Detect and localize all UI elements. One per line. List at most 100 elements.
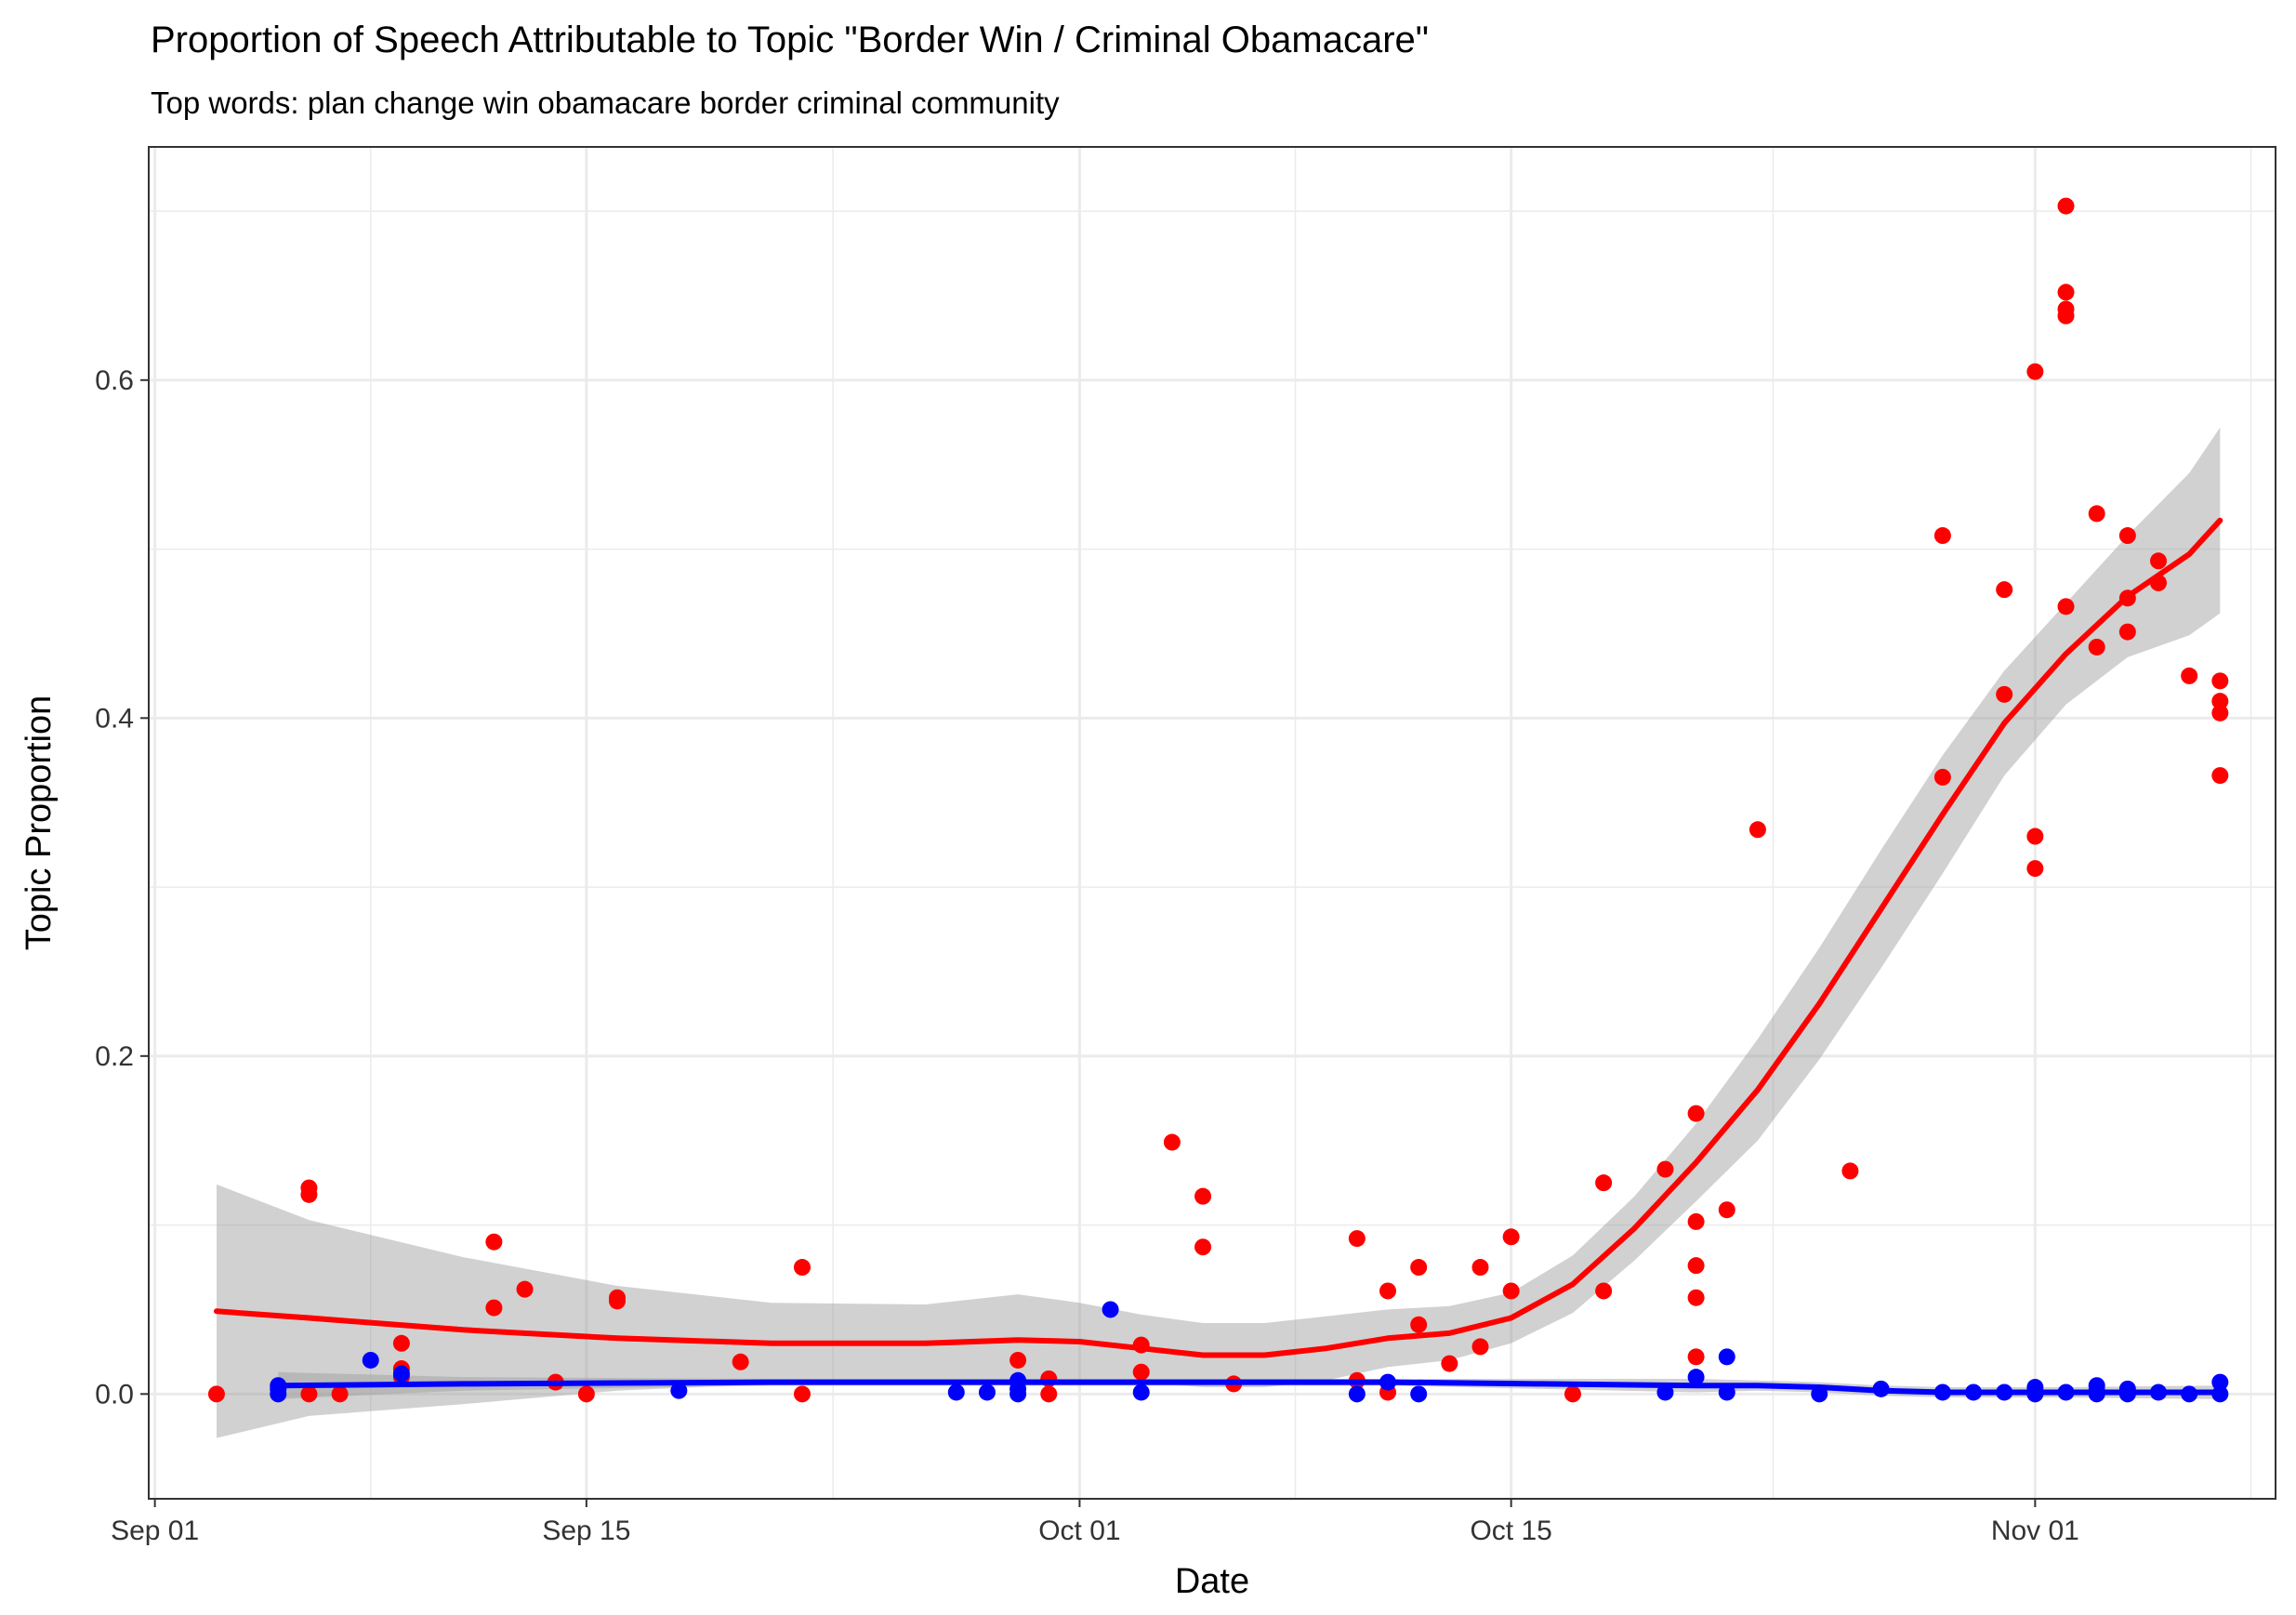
data-point-blue [1656,1383,1674,1401]
data-point-red [2181,667,2198,684]
data-point-red [2149,552,2167,570]
data-point-red [2057,598,2075,616]
y-tick-label: 0.0 [95,1379,134,1410]
data-point-red [300,1185,318,1203]
data-point-red [1687,1257,1705,1275]
data-point-red [1718,1201,1735,1219]
data-point-red [300,1385,318,1403]
data-point-red [1471,1338,1489,1356]
data-point-red [1687,1289,1705,1306]
y-tick-label: 0.2 [95,1041,134,1072]
x-tick-label: Sep 15 [542,1516,630,1546]
data-point-blue [392,1365,410,1383]
data-point-red [1687,1212,1705,1230]
data-point-red [609,1292,627,1310]
data-point-red [2026,827,2044,845]
data-point-red [1132,1363,1150,1381]
smooth-lines [214,517,2223,1396]
data-point-red [793,1385,811,1403]
data-point-red [1194,1187,1212,1205]
data-point-red [1040,1385,1058,1403]
data-point-red [2211,704,2229,721]
data-point-red [2088,505,2105,523]
x-axis: Sep 01 Sep 15 Oct 01 Oct 15 Nov 01 [111,1499,2079,1546]
confidence-ribbon-red [217,427,2221,1438]
data-point-red [1687,1105,1705,1122]
data-point-red [485,1299,503,1317]
chart-subtitle: Top words: plan change win obamacare bor… [151,86,1060,120]
grid-major [149,147,2276,1499]
data-point-red [1502,1282,1520,1300]
data-point-red [2211,672,2229,690]
data-point-blue [670,1382,688,1399]
data-point-blue [1348,1385,1366,1403]
data-point-red [1502,1228,1520,1246]
data-point-red [1595,1282,1613,1300]
y-tick-label: 0.6 [95,365,134,396]
data-point-red [1933,527,1951,545]
grid-minor [149,147,2276,1499]
data-point-red [1194,1238,1212,1256]
x-tick-label: Oct 01 [1038,1516,1120,1546]
data-point-red [2211,767,2229,785]
trend-line-blue [275,1379,2223,1396]
data-point-red [1564,1385,1581,1403]
data-point-red [1410,1316,1428,1333]
data-point-blue [2211,1373,2229,1391]
data-point-blue [1718,1348,1735,1366]
data-point-red [2026,363,2044,380]
x-tick-label: Nov 01 [1991,1516,2079,1546]
data-point-red [1656,1160,1674,1178]
data-point-red [2026,860,2044,878]
data-point-red [2118,527,2136,545]
x-axis-title: Date [1175,1562,1249,1601]
data-point-blue [362,1351,379,1369]
data-point-blue [978,1383,996,1401]
trend-line-red [214,517,2223,1358]
x-tick-label: Sep 01 [111,1516,199,1546]
data-point-blue [947,1383,965,1401]
confidence-ribbon-blue [278,1371,2221,1399]
x-tick-label: Oct 15 [1470,1516,1551,1546]
data-point-red [2057,197,2075,215]
data-point-red [1687,1348,1705,1366]
data-point-blue [1132,1383,1150,1401]
panel-border [148,146,2276,1500]
data-point-red [2211,693,2229,710]
data-point-red [577,1385,595,1403]
data-point-red [392,1334,410,1352]
data-point-red [1471,1259,1489,1277]
y-axis: 0.0 0.2 0.4 0.6 [95,365,149,1410]
data-point-red [1595,1174,1613,1192]
data-point-red [1379,1282,1397,1300]
data-point-blue [1410,1385,1428,1403]
data-point-red [516,1280,534,1298]
data-point-red [1748,821,1766,839]
data-point-blue [1687,1369,1705,1386]
data-point-red [732,1353,749,1370]
data-point-red [1163,1133,1181,1151]
data-point-red [485,1233,503,1251]
data-point-red [1996,685,2013,703]
data-point-red [207,1385,225,1403]
data-point-blue [270,1385,287,1403]
confidence-ribbons [217,427,2221,1438]
data-point-red [1009,1351,1027,1369]
data-point-red [1933,768,1951,786]
data-point-red [793,1259,811,1277]
data-point-red [1996,581,2013,599]
data-point-red [2118,623,2136,641]
data-point-red [2088,638,2105,655]
data-point-red [1410,1259,1428,1277]
plot-panel [149,147,2276,1499]
data-point-red [1441,1355,1458,1372]
y-axis-title: Topic Proportion [20,695,59,951]
chart-title: Proportion of Speech Attributable to Top… [151,20,1429,60]
data-point-red [1841,1162,1859,1180]
data-point-red [331,1385,349,1403]
y-tick-label: 0.4 [95,703,134,734]
data-point-blue [1102,1301,1119,1318]
data-point-blue [1009,1385,1027,1403]
data-point-red [2057,284,2075,301]
